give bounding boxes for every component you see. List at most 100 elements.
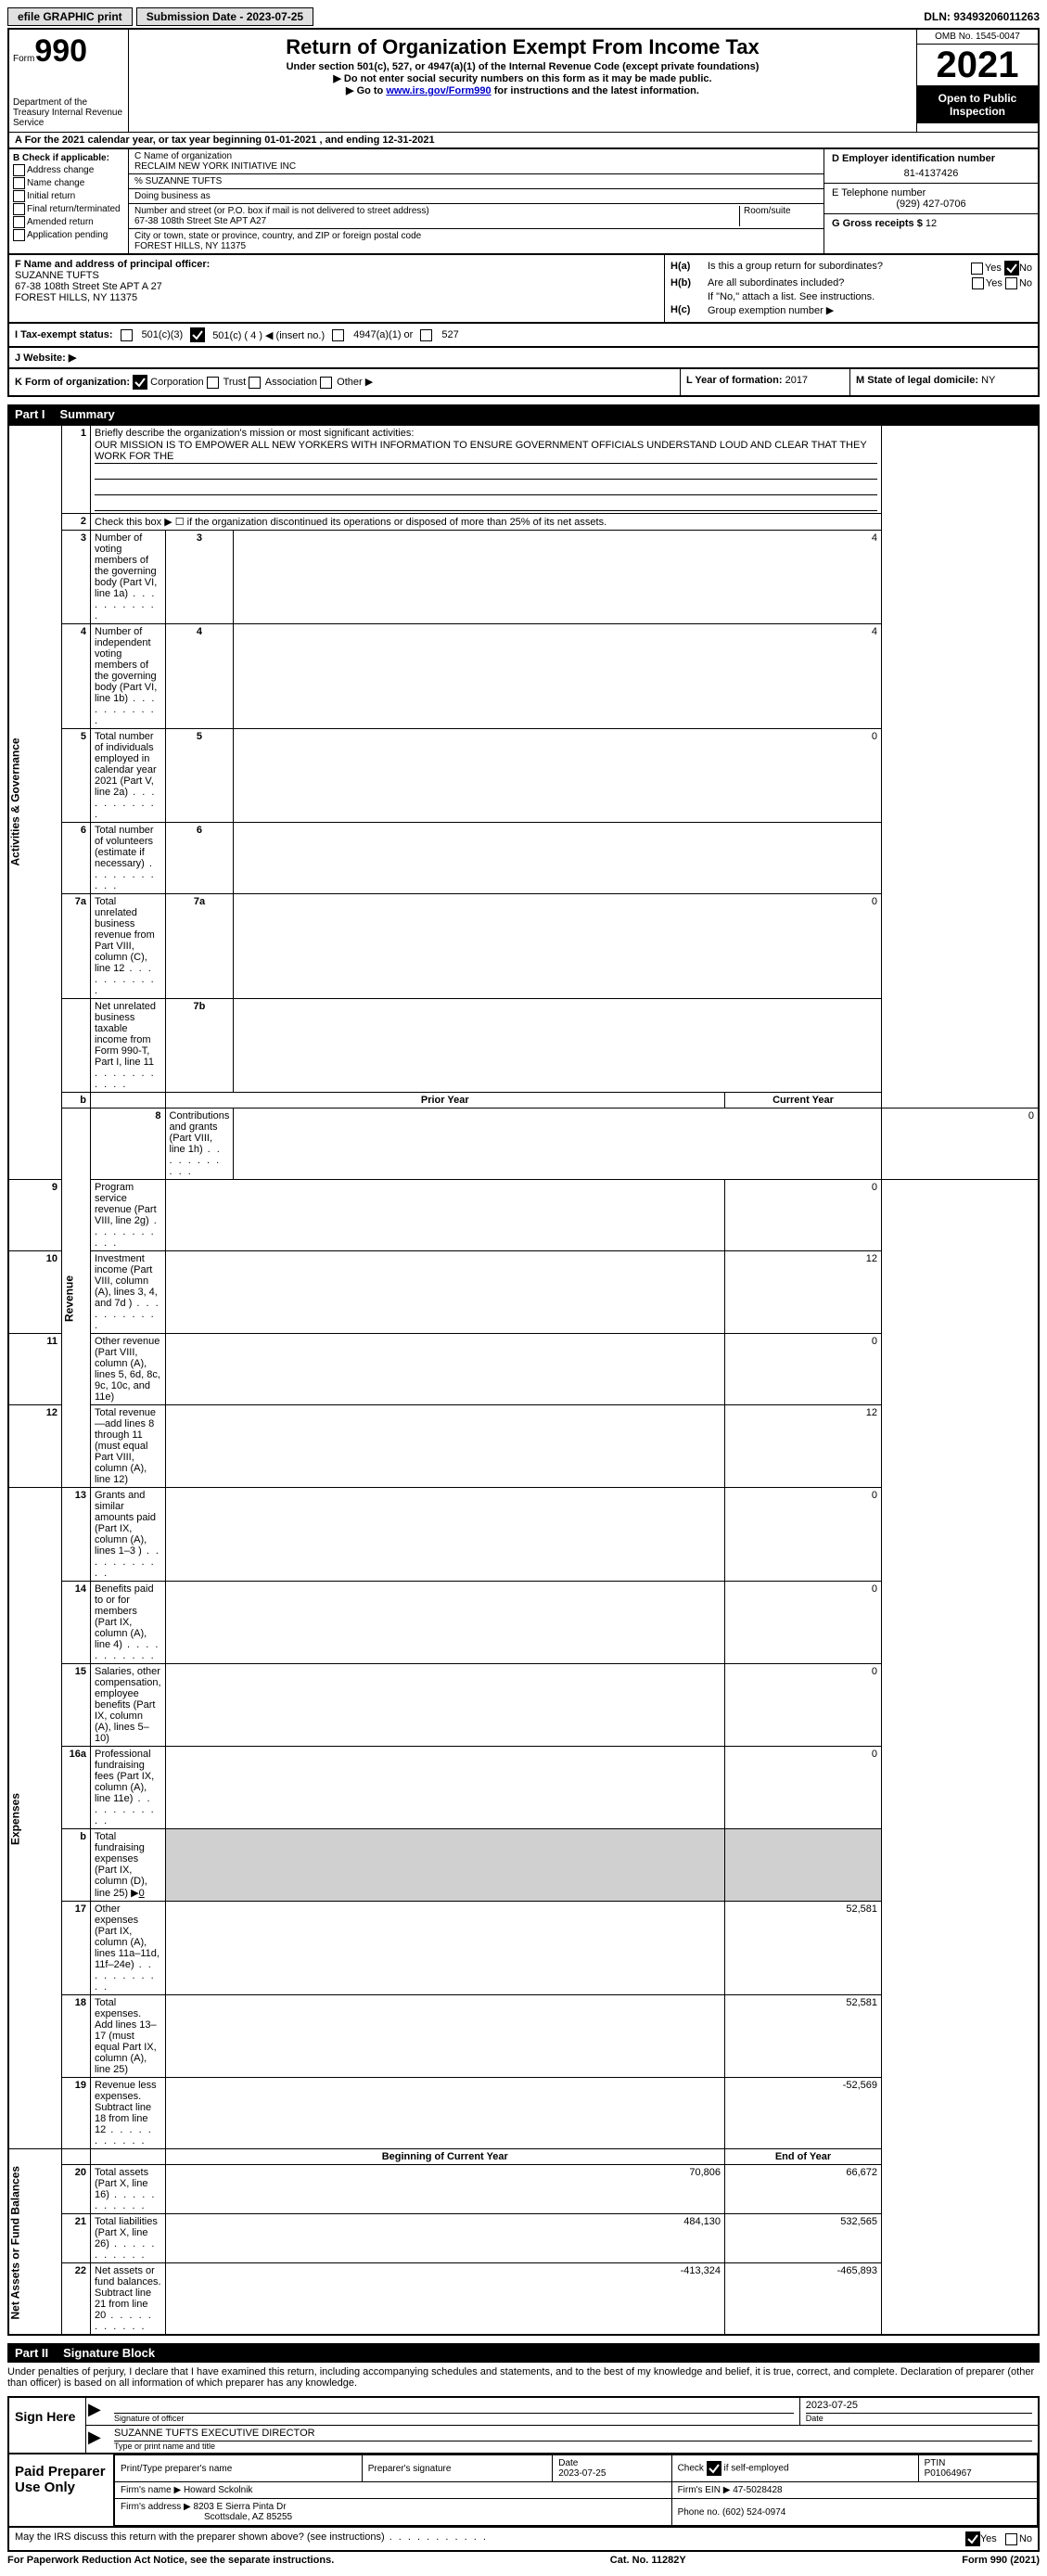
summary-table: Activities & Governance 1 Briefly descri… bbox=[7, 424, 1040, 2336]
v7a: 0 bbox=[234, 894, 882, 999]
c10: 12 bbox=[725, 1251, 882, 1334]
arrow-icon: ▶ bbox=[86, 2398, 109, 2425]
e-label: E Telephone number bbox=[832, 187, 1030, 199]
k-form-org: K Form of organization: Corporation Trus… bbox=[9, 369, 681, 395]
sig-date-label: Date bbox=[806, 2413, 1032, 2423]
checked-icon bbox=[965, 2531, 980, 2546]
c22: -465,893 bbox=[725, 2263, 882, 2336]
sign-here-label: Sign Here bbox=[9, 2398, 86, 2453]
l7a-text: Total unrelated business revenue from Pa… bbox=[91, 894, 166, 999]
goto-link-row: ▶ Go to www.irs.gov/Form990 for instruct… bbox=[133, 84, 913, 96]
v3: 4 bbox=[234, 531, 882, 624]
open-to-public: Open to Public Inspection bbox=[917, 86, 1038, 123]
c-city: FOREST HILLS, NY 11375 bbox=[134, 241, 818, 251]
i-4947-checkbox[interactable] bbox=[332, 329, 344, 341]
col-f: F Name and address of principal officer:… bbox=[9, 255, 665, 322]
part2-header: Part II Signature Block bbox=[7, 2343, 1040, 2363]
m-state-domicile: M State of legal domicile: NY bbox=[850, 369, 1038, 395]
prep-date: Date2023-07-25 bbox=[553, 2455, 671, 2482]
b-title: B Check if applicable: bbox=[13, 153, 124, 163]
hb-note: If "No," attach a list. See instructions… bbox=[670, 291, 1032, 302]
c16a: 0 bbox=[725, 1747, 882, 1829]
c15: 0 bbox=[725, 1664, 882, 1747]
ha-yesno: Yes No bbox=[930, 261, 1032, 276]
l11-text: Other revenue (Part VIII, column (A), li… bbox=[91, 1334, 166, 1405]
l7b-text: Net unrelated business taxable income fr… bbox=[91, 999, 166, 1093]
header-center: Return of Organization Exempt From Incom… bbox=[129, 30, 916, 132]
p20: 70,806 bbox=[165, 2165, 724, 2214]
block-fh: F Name and address of principal officer:… bbox=[7, 253, 1040, 322]
c19: -52,569 bbox=[725, 2078, 882, 2149]
l4-text: Number of independent voting members of … bbox=[91, 624, 166, 729]
checked-icon bbox=[1004, 261, 1019, 276]
v6 bbox=[234, 823, 882, 894]
vlabel-netassets: Net Assets or Fund Balances bbox=[8, 2149, 62, 2336]
hc-text: Group exemption number ▶ bbox=[708, 304, 1032, 316]
form-subtitle: Under section 501(c), 527, or 4947(a)(1)… bbox=[133, 61, 913, 72]
firm-addr: Firm's address ▶ 8203 E Sierra Pinta Dr … bbox=[115, 2499, 672, 2526]
row-a-tax-year: A For the 2021 calendar year, or tax yea… bbox=[7, 132, 1040, 147]
l22-text: Net assets or fund balances. Subtract li… bbox=[91, 2263, 166, 2336]
ha-text: Is this a group return for subordinates? bbox=[708, 261, 930, 276]
form-header: Form990 Department of the Treasury Inter… bbox=[7, 28, 1040, 132]
irs-link[interactable]: www.irs.gov/Form990 bbox=[386, 85, 491, 96]
row-j-website: J Website: ▶ bbox=[7, 346, 1040, 367]
l20-text: Total assets (Part X, line 16) bbox=[91, 2165, 166, 2214]
col-de: D Employer identification number 81-4137… bbox=[824, 149, 1038, 253]
c9: 0 bbox=[725, 1180, 882, 1251]
c13: 0 bbox=[725, 1488, 882, 1582]
l8-text: Contributions and grants (Part VIII, lin… bbox=[165, 1109, 234, 1180]
dln: DLN: 93493206011263 bbox=[924, 10, 1040, 23]
hb-yesno: Yes No bbox=[930, 277, 1032, 289]
l1-text: Briefly describe the organization's miss… bbox=[95, 428, 877, 439]
c-city-label: City or town, state or province, country… bbox=[134, 231, 818, 241]
ha-label: H(a) bbox=[670, 261, 708, 276]
hc-label: H(c) bbox=[670, 304, 708, 316]
c-care-of: % SUZANNE TUFTS bbox=[129, 174, 824, 189]
discuss-row: May the IRS discuss this return with the… bbox=[7, 2528, 1040, 2552]
b-address-change[interactable]: Address change bbox=[13, 164, 124, 176]
l15-text: Salaries, other compensation, employee b… bbox=[91, 1664, 166, 1747]
l18-text: Total expenses. Add lines 13–17 (must eq… bbox=[91, 1995, 166, 2078]
p22: -413,324 bbox=[165, 2263, 724, 2336]
b-initial-return[interactable]: Initial return bbox=[13, 190, 124, 202]
l9-text: Program service revenue (Part VIII, line… bbox=[91, 1180, 166, 1251]
b-app-pending[interactable]: Application pending bbox=[13, 229, 124, 241]
v5: 0 bbox=[234, 729, 882, 823]
l10-text: Investment income (Part VIII, column (A)… bbox=[91, 1251, 166, 1334]
i-501c3-checkbox[interactable] bbox=[121, 329, 133, 341]
footer-right: Form 990 (2021) bbox=[962, 2555, 1040, 2566]
firm-phone: Phone no. (602) 524-0974 bbox=[671, 2499, 1037, 2526]
l14-text: Benefits paid to or for members (Part IX… bbox=[91, 1582, 166, 1664]
b-name-change[interactable]: Name change bbox=[13, 177, 124, 189]
paid-preparer-block: Paid Preparer Use Only Print/Type prepar… bbox=[7, 2454, 1040, 2528]
lineno: 1 bbox=[62, 425, 91, 514]
f-addr1: 67-38 108th Street Ste APT A 27 bbox=[15, 281, 658, 292]
row-i-tax-status: I Tax-exempt status: 501(c)(3) 501(c) ( … bbox=[7, 322, 1040, 346]
b-amended[interactable]: Amended return bbox=[13, 216, 124, 228]
c-name-label: C Name of organization bbox=[134, 151, 818, 161]
v4: 4 bbox=[234, 624, 882, 729]
row-klm: K Form of organization: Corporation Trus… bbox=[7, 367, 1040, 397]
vlabel-expenses: Expenses bbox=[8, 1488, 62, 2149]
ssn-warning: ▶ Do not enter social security numbers o… bbox=[133, 72, 913, 84]
i-527-checkbox[interactable] bbox=[420, 329, 432, 341]
c8: 0 bbox=[882, 1109, 1040, 1180]
c11: 0 bbox=[725, 1334, 882, 1405]
form-number: 990 bbox=[34, 33, 87, 69]
g-label: G Gross receipts $ bbox=[832, 218, 923, 229]
officer-name-title-val: SUZANNE TUFTS EXECUTIVE DIRECTOR bbox=[114, 2428, 1032, 2441]
sig-date-val: 2023-07-25 bbox=[806, 2400, 1032, 2413]
c20: 66,672 bbox=[725, 2165, 882, 2214]
c-addr: 67-38 108th Street Ste APT A27 bbox=[134, 216, 735, 226]
efile-print-button[interactable]: efile GRAPHIC print bbox=[7, 7, 133, 26]
vlabel-activities: Activities & Governance bbox=[8, 425, 62, 1180]
i-label: I Tax-exempt status: bbox=[15, 329, 113, 340]
vlabel-revenue: Revenue bbox=[62, 1109, 91, 1488]
checked-icon bbox=[190, 327, 205, 342]
prior-year-header: Prior Year bbox=[165, 1093, 724, 1109]
discuss-text: May the IRS discuss this return with the… bbox=[15, 2531, 965, 2546]
l13-text: Grants and similar amounts paid (Part IX… bbox=[91, 1488, 166, 1582]
b-final-return[interactable]: Final return/terminated bbox=[13, 203, 124, 215]
end-year-header: End of Year bbox=[725, 2149, 882, 2165]
